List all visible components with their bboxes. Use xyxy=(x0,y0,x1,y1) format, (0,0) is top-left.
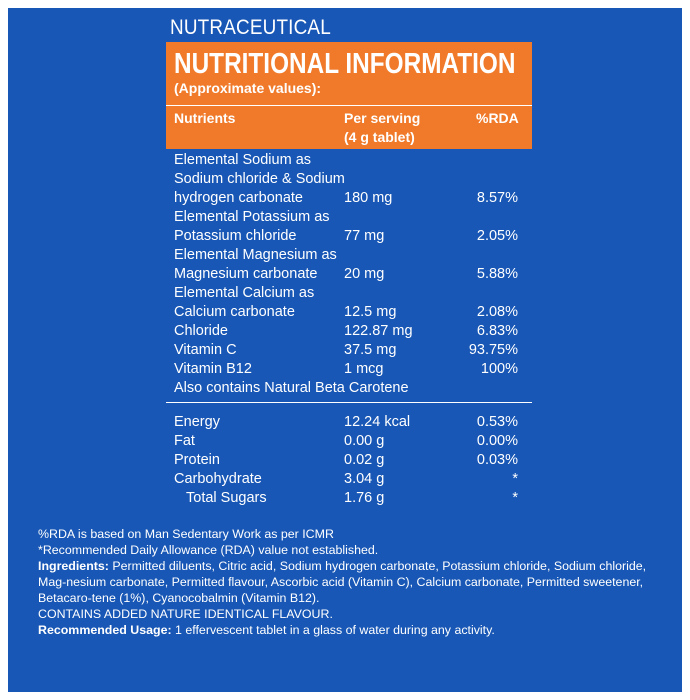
nutrient-name: Chloride xyxy=(174,323,228,339)
nutrient-name: Energy xyxy=(174,414,220,430)
ingredients: Ingredients: Permitted diluents, Citric … xyxy=(38,558,648,606)
rda-value: 100% xyxy=(480,361,518,377)
nutrient-name: Total Sugars xyxy=(186,490,267,506)
nutrient-name: Protein xyxy=(174,452,220,468)
rda-value: 93.75% xyxy=(468,342,518,358)
per-serving-value: 0.00 g xyxy=(344,433,385,449)
nutrient-name: Magnesium carbonate xyxy=(174,266,318,282)
per-serving-value: 180 mg xyxy=(344,190,393,206)
nutrient-name: Potassium chloride xyxy=(174,228,297,244)
nutrient-name: Also contains Natural Beta Carotene xyxy=(174,380,409,396)
rda-value: 8.57% xyxy=(476,190,518,206)
rda-value: 5.88% xyxy=(476,266,518,282)
per-serving-value: 20 mg xyxy=(344,266,385,282)
rda-basis-note: %RDA is based on Man Sedentary Work as p… xyxy=(38,527,334,541)
ingredients-label: Ingredients: xyxy=(38,559,109,573)
header-rule-top xyxy=(166,105,532,106)
rda-value: 0.00% xyxy=(476,433,518,449)
nutrient-name: Vitamin C xyxy=(174,342,237,358)
nutrient-name: Sodium chloride & Sodium xyxy=(174,171,345,187)
nutrient-name: Vitamin B12 xyxy=(174,361,252,377)
col-head-rda: %RDA xyxy=(476,110,519,126)
category-label: NUTRACEUTICAL xyxy=(170,16,331,39)
rda-value: 0.03% xyxy=(476,452,518,468)
col-head-nutrients: Nutrients xyxy=(174,110,236,126)
nutrient-name: Elemental Potassium as xyxy=(174,209,330,225)
per-serving-value: 77 mg xyxy=(344,228,385,244)
section-divider xyxy=(166,402,532,403)
rda-value: * xyxy=(512,490,518,506)
rda-value: 2.08% xyxy=(476,304,518,320)
nutrient-name: Calcium carbonate xyxy=(174,304,295,320)
per-serving-value: 122.87 mg xyxy=(344,323,413,339)
rda-value: 0.53% xyxy=(476,414,518,430)
col-head-serving-line2: (4 g tablet) xyxy=(344,129,415,145)
rda-value: * xyxy=(512,471,518,487)
per-serving-value: 37.5 mg xyxy=(344,342,397,358)
usage-text: 1 effervescent tablet in a glass of wate… xyxy=(171,623,495,637)
rda-not-established-note: *Recommended Daily Allowance (RDA) value… xyxy=(38,543,379,557)
per-serving-value: 3.04 g xyxy=(344,471,385,487)
nutrient-name: Elemental Sodium as xyxy=(174,152,312,168)
nutrient-name: Carbohydrate xyxy=(174,471,262,487)
usage: Recommended Usage: 1 effervescent tablet… xyxy=(38,622,648,638)
rda-value: 2.05% xyxy=(476,228,518,244)
nutrient-name: Elemental Magnesium as xyxy=(174,247,337,263)
nutrition-subtitle: (Approximate values): xyxy=(174,80,322,96)
flavour-note: CONTAINS ADDED NATURE IDENTICAL FLAVOUR. xyxy=(38,607,333,621)
col-head-serving-line1: Per serving xyxy=(344,110,421,126)
col-head-serving: Per serving (4 g tablet) xyxy=(344,109,420,147)
nutrient-name: Fat xyxy=(174,433,195,449)
usage-label: Recommended Usage: xyxy=(38,623,172,637)
per-serving-value: 12.5 mg xyxy=(344,304,397,320)
footer-notes: %RDA is based on Man Sedentary Work as p… xyxy=(38,526,648,638)
per-serving-value: 0.02 g xyxy=(344,452,385,468)
nutrient-name: hydrogen carbonate xyxy=(174,190,303,206)
nutrition-header: NUTRITIONAL INFORMATION (Approximate val… xyxy=(166,42,532,149)
per-serving-value: 1.76 g xyxy=(344,490,385,506)
per-serving-value: 12.24 kcal xyxy=(344,414,411,430)
nutrient-name: Elemental Calcium as xyxy=(174,285,315,301)
per-serving-value: 1 mcg xyxy=(344,361,384,377)
rda-value: 6.83% xyxy=(476,323,518,339)
label-panel: NUTRACEUTICAL NUTRITIONAL INFORMATION (A… xyxy=(8,8,682,692)
ingredients-text: Permitted diluents, Citric acid, Sodium … xyxy=(38,559,647,605)
nutrition-title: NUTRITIONAL INFORMATION xyxy=(174,48,516,80)
